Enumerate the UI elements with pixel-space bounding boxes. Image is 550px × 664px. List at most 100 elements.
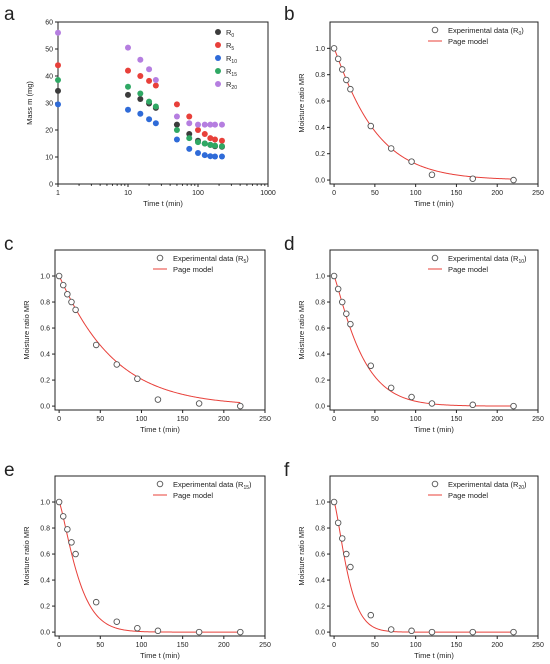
x-tick-label: 200 — [218, 416, 230, 423]
experimental-point — [64, 526, 71, 533]
legend-label-r5: R5 — [226, 41, 234, 52]
y-tick-label: 0.2 — [315, 604, 325, 611]
x-tick-label: 10 — [124, 190, 132, 197]
experimental-point — [343, 550, 350, 558]
y-tick-label: 0.4 — [40, 578, 50, 585]
data-point-r15 — [201, 140, 208, 147]
legend-marker-experimental — [156, 254, 164, 262]
experimental-point — [92, 598, 100, 606]
legend-marker-experimental — [431, 480, 439, 488]
page-model-curve — [333, 275, 514, 407]
experimental-point — [72, 306, 79, 314]
y-tick-label: 1.0 — [40, 500, 50, 507]
data-point-r20 — [207, 121, 214, 128]
y-tick-label: 60 — [45, 20, 53, 27]
experimental-point — [237, 628, 244, 636]
x-tick-label: 150 — [177, 416, 189, 423]
y-tick-label: 0.8 — [315, 72, 325, 79]
data-point-r15 — [186, 135, 193, 142]
page-model-curve — [333, 48, 514, 180]
experimental-point — [510, 176, 517, 184]
experimental-point — [237, 402, 244, 410]
y-tick-label: 50 — [45, 47, 53, 54]
panel-letter: e — [4, 460, 15, 481]
x-tick-label: 150 — [451, 642, 463, 649]
experimental-point — [59, 513, 67, 520]
y-tick-label: 10 — [45, 155, 53, 162]
experimental-point — [469, 175, 476, 182]
experimental-point — [334, 285, 342, 293]
data-point-r20 — [218, 121, 225, 128]
legend-marker-r5 — [215, 42, 221, 48]
data-point-r10 — [195, 149, 201, 156]
experimental-point — [469, 401, 476, 409]
legend-label-r20: R20 — [226, 80, 237, 91]
data-point-r10 — [218, 153, 225, 160]
panel-letter: d — [284, 234, 295, 255]
y-tick-label: 0.2 — [315, 378, 325, 385]
legend-marker-experimental — [156, 480, 164, 488]
y-tick-label: 0.8 — [315, 300, 325, 307]
experimental-point — [113, 361, 121, 368]
experimental-point — [428, 171, 436, 179]
data-point-r20 — [195, 121, 201, 128]
y-tick-label: 0.0 — [315, 630, 325, 637]
data-point-r15 — [207, 141, 214, 148]
y-tick-label: 0.6 — [315, 326, 325, 333]
experimental-point — [113, 618, 121, 625]
y-tick-label: 40 — [45, 74, 53, 81]
x-tick-label: 100 — [410, 416, 422, 423]
experimental-point — [134, 375, 141, 383]
experimental-point — [338, 535, 346, 542]
legend-marker-r0 — [215, 29, 221, 35]
y-tick-label: 0.4 — [40, 352, 50, 359]
panel-a: a 1 10 100 1000 0 10 20 30 40 50 60 Time t (min) Mass… — [4, 4, 276, 208]
data-point-r10 — [186, 145, 193, 152]
experimental-point — [55, 498, 63, 506]
experimental-point — [334, 519, 342, 527]
data-point-r0 — [137, 95, 144, 102]
x-axis-title: Time t (min) — [140, 651, 180, 660]
experimental-point — [367, 611, 375, 619]
experimental-point — [408, 627, 415, 635]
x-tick-label: 0 — [57, 416, 61, 423]
plot-frame — [329, 249, 539, 411]
x-tick-label: 50 — [371, 190, 379, 197]
experimental-point — [367, 122, 375, 130]
experimental-point — [510, 402, 517, 410]
data-point-r10 — [173, 136, 180, 143]
experimental-point — [510, 628, 517, 636]
y-tick-label: 0 — [49, 182, 53, 189]
panel-letter: b — [284, 4, 295, 25]
data-point-r5 — [201, 131, 208, 138]
experimental-point — [387, 384, 395, 392]
y-axis-title: Moisture ratio MR — [22, 526, 31, 586]
y-tick-label: 0.8 — [315, 526, 325, 533]
legend-label-model: Page model — [448, 265, 488, 274]
data-point-r5 — [212, 136, 219, 143]
data-point-r15 — [55, 77, 61, 84]
y-tick-label: 0.2 — [315, 151, 325, 158]
data-point-r15 — [195, 139, 201, 146]
data-point-r20 — [137, 56, 144, 63]
x-tick-label: 100 — [192, 190, 204, 197]
x-tick-label: 250 — [259, 416, 271, 423]
panel-b: b 0 50 100 150 200 250 0.0 0.2 0.4 0.6 0.8 1.0 Time t… — [284, 4, 544, 208]
experimental-point — [408, 393, 415, 401]
data-point-r5 — [125, 67, 131, 74]
data-point-r10 — [125, 106, 131, 113]
data-point-r5 — [173, 101, 180, 108]
legend-label-experimental: Experimental data (R5) — [173, 254, 249, 265]
data-point-r20 — [125, 44, 131, 51]
x-axis-title: Time t (min) — [414, 199, 454, 208]
data-point-r20 — [201, 121, 208, 128]
x-tick-label: 250 — [259, 642, 271, 649]
data-point-r20 — [173, 113, 180, 120]
y-tick-label: 0.0 — [315, 404, 325, 411]
data-point-r10 — [207, 153, 214, 160]
x-tick-label: 50 — [96, 642, 104, 649]
experimental-point — [72, 550, 79, 558]
experimental-point — [92, 341, 100, 349]
legend-marker-experimental — [431, 26, 439, 34]
